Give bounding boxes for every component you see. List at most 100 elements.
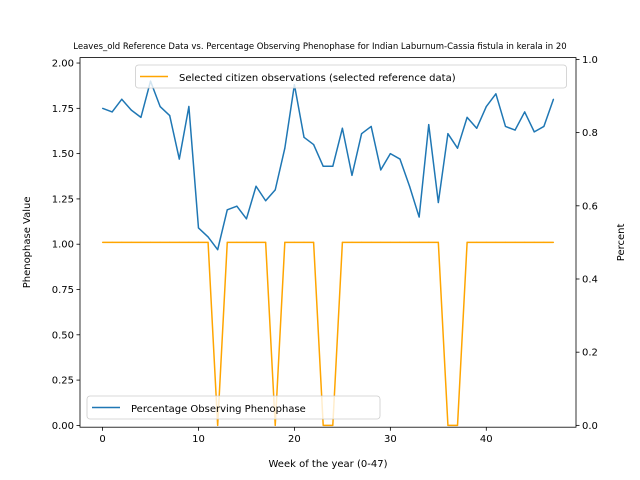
y-left-tick-label-2: 0.50 [52,330,74,341]
series-1-point-14 [236,241,238,243]
series-1-point-40 [485,241,487,243]
series-0-point-36 [447,133,449,135]
legend-lower-left: Percentage Observing Phenophase [86,395,381,420]
series-1-point-34 [428,241,430,243]
series-1-point-33 [418,241,420,243]
series-0-point-34 [428,124,430,126]
series-0-point-17 [265,200,267,202]
series-line-1 [102,241,554,427]
series-0-point-8 [178,158,180,160]
series-1-point-28 [370,241,372,243]
series-line-0 [102,80,555,251]
series-0-point-33 [418,216,420,218]
y-left-tick-label-5: 1.25 [52,194,74,205]
legend-top-right-box [135,64,567,89]
y-left-tick-label-7: 1.75 [52,104,74,115]
series-1-point-15 [245,241,248,243]
series-1-point-25 [341,241,343,243]
series-0-point-23 [322,165,324,167]
series-1-point-45 [533,241,535,243]
y-right-tick-label-3: 0.6 [582,201,598,212]
series-0-point-21 [303,136,305,138]
series-0-point-40 [485,105,487,108]
y-left-tick-label-4: 1.00 [52,240,74,251]
y-left-tick-label-3: 0.75 [52,285,74,296]
series-0-point-43 [514,129,516,131]
series-1-point-38 [466,241,468,243]
y-left-tick-label-0: 0.00 [52,421,74,432]
series-1-point-42 [504,241,507,243]
series-1-point-23 [322,424,324,426]
series-1-point-3 [130,241,132,243]
series-0-point-15 [245,218,248,220]
plot-frame [79,57,577,428]
series-1-point-6 [159,241,161,243]
series-0-point-24 [332,165,334,167]
x-tick-label-3: 30 [384,434,397,445]
series-1-point-37 [456,424,459,426]
x-axis-label: Week of the year (0-47) [269,459,388,470]
series-1-point-39 [476,241,478,243]
series-0-point-19 [284,147,286,149]
series-0-point-47 [552,98,555,100]
chart-title: Leaves_old Reference Data vs. Percentage… [73,42,566,52]
series-1-point-9 [188,241,190,243]
y-axis-left-label: Phenophase Value [22,197,33,289]
series-0-point-3 [130,109,132,111]
series-0-point-32 [408,185,411,187]
series-0-point-10 [197,227,200,229]
series-0-point-30 [389,153,391,155]
series-1-point-17 [265,241,267,243]
series-0-point-38 [466,116,468,118]
legend-label-selected-citizen-observations: Selected citizen observations (selected … [179,73,456,84]
y-right-tick-label-1: 0.2 [582,348,598,359]
series-1-point-8 [178,241,180,243]
series-0-point-41 [495,93,497,95]
series-0-point-7 [169,114,171,117]
series-0-point-27 [360,133,363,135]
series-1-point-24 [332,424,334,426]
series-1-point-32 [408,241,411,243]
series-0-point-18 [274,189,276,191]
series-0-point-35 [437,201,439,204]
series-0-point-14 [236,205,238,207]
series-1-point-13 [226,241,228,243]
series-0-point-4 [140,116,142,118]
series-0-point-46 [543,125,545,128]
series-1-point-4 [140,241,142,243]
series-1-point-35 [437,241,439,243]
series-1-point-29 [380,241,382,243]
series-0-point-31 [399,158,401,160]
series-0-point-1 [111,111,113,113]
series-1-point-30 [389,241,391,243]
series-1-point-1 [111,241,113,243]
series-1-point-43 [514,241,516,243]
y-left-tick-label-8: 2.00 [52,59,74,70]
series-0-point-9 [188,105,190,108]
legend-lower-left-box [86,395,381,420]
series-1-point-5 [149,241,152,243]
y-right-tick-label-4: 0.8 [582,128,598,139]
series-0-point-28 [370,125,372,128]
x-tick-label-4: 40 [480,434,493,445]
series-1-point-46 [543,241,545,243]
series-0-point-0 [101,107,104,109]
series-1-point-2 [121,241,123,243]
y-right-tick-label-2: 0.4 [582,274,598,285]
series-0-point-12 [217,249,219,251]
series-1-point-0 [101,241,104,243]
series-0-point-44 [524,111,526,113]
y-left-tick-label-6: 1.50 [52,149,74,160]
series-0-point-16 [255,185,257,187]
legend-label-percentage-observing: Percentage Observing Phenophase [131,404,306,415]
y-right-tick-label-0: 0.0 [582,421,598,432]
series-1-point-10 [197,241,200,243]
legend-top-right: Selected citizen observations (selected … [135,64,567,89]
series-0-point-2 [121,98,123,100]
series-1-point-19 [284,241,286,243]
series-1-point-22 [313,241,315,243]
y-left-tick-label-1: 0.25 [52,376,74,387]
series-0-point-29 [380,169,382,171]
x-tick-label-2: 20 [288,434,301,445]
